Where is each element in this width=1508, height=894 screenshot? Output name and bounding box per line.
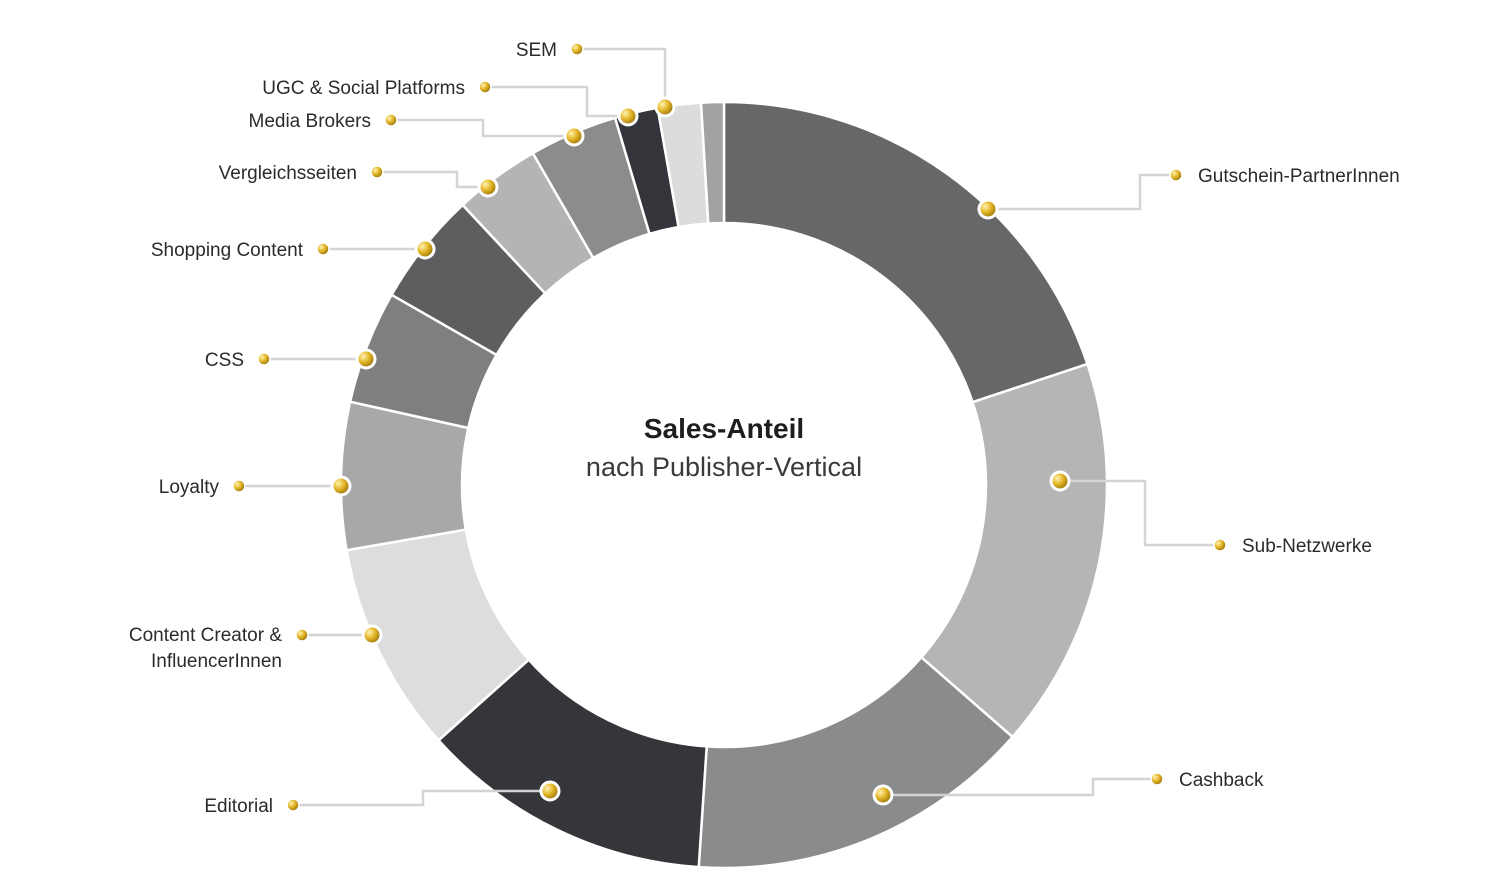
leader-line-cashback (883, 777, 1157, 797)
label-marker-media-brokers (384, 113, 398, 127)
leader-line-ugc-social-platforms (485, 85, 628, 118)
label-sem: SEM (516, 40, 557, 61)
ring-marker-editorial (539, 780, 561, 802)
label-media-brokers: Media Brokers (249, 111, 372, 132)
label-sub-netzwerke: Sub-Netzwerke (1242, 536, 1372, 557)
leader-line-vergleichsseiten (377, 170, 488, 189)
ring-marker-gutschein-partnerinnen (977, 198, 999, 220)
label-marker-editorial (286, 798, 300, 812)
ring-marker-vergleichsseiten (477, 176, 499, 198)
ring-marker-loyalty (330, 475, 352, 497)
ring-marker-media-brokers (563, 125, 585, 147)
leader-lines (239, 47, 1220, 807)
label-shopping-content: Shopping Content (151, 240, 304, 261)
segment-no-label (699, 100, 726, 225)
segment-gutschein-partnerinnen (722, 100, 1089, 404)
label-marker-css (257, 352, 271, 366)
ring-marker-sub-netzwerke (1049, 470, 1071, 492)
chart-subtitle: nach Publisher-Vertical (586, 452, 862, 482)
label-marker-content-creator-influencerinnen (295, 628, 309, 642)
ring-marker-shopping-content (414, 238, 436, 260)
leader-line-sem (577, 47, 667, 107)
label-editorial: Editorial (204, 796, 273, 817)
ring-marker-content-creator-influencerinnen (361, 624, 383, 646)
label-content-creator-influencerinnen: Content Creator & InfluencerInnen (129, 625, 282, 672)
leader-line-gutschein-partnerinnen (988, 173, 1176, 211)
leader-line-sub-netzwerke (1060, 479, 1220, 547)
donut-segments (339, 100, 1109, 870)
leader-line-media-brokers (391, 118, 574, 138)
ring-marker-sem (654, 96, 676, 118)
label-line-content-creator-influencerinnen-2: InfluencerInnen (151, 651, 282, 672)
label-marker-vergleichsseiten (370, 165, 384, 179)
ring-marker-ugc-social-platforms (617, 105, 639, 127)
chart-title: Sales-Anteil (644, 413, 804, 444)
label-marker-ugc-social-platforms (478, 80, 492, 94)
label-marker-gutschein-partnerinnen (1169, 168, 1183, 182)
label-marker-shopping-content (316, 242, 330, 256)
label-marker-sub-netzwerke (1213, 538, 1227, 552)
segment-markers (232, 42, 1227, 812)
label-ugc-social-platforms: UGC & Social Platforms (262, 78, 465, 99)
label-cashback: Cashback (1179, 770, 1264, 791)
label-loyalty: Loyalty (159, 477, 220, 498)
ring-marker-css (355, 348, 377, 370)
label-marker-sem (570, 42, 584, 56)
label-css: CSS (205, 350, 244, 371)
label-line-content-creator-influencerinnen-1: Content Creator & (129, 625, 282, 646)
label-vergleichsseiten: Vergleichsseiten (219, 163, 357, 184)
label-gutschein-partnerinnen: Gutschein-PartnerInnen (1198, 166, 1400, 187)
segment-labels: Gutschein-PartnerInnen Sub-Netzwerke Cashb… (129, 40, 1400, 817)
ring-marker-cashback (872, 784, 894, 806)
center-caption: Sales-Anteil nach Publisher-Vertical (586, 413, 862, 482)
label-marker-cashback (1150, 772, 1164, 786)
leader-line-editorial (293, 789, 550, 807)
label-marker-loyalty (232, 479, 246, 493)
